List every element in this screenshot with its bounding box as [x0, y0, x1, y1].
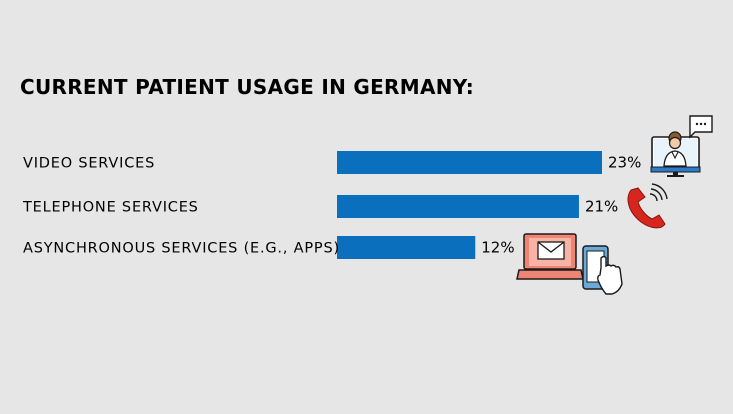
laptop-mail-and-smartphone-icon — [516, 233, 623, 295]
telephone-icon — [627, 183, 668, 229]
category-label-1: TELEPHONE SERVICES — [22, 200, 199, 216]
bar-1 — [337, 195, 579, 218]
category-label-2: ASYNCHRONOUS SERVICES (E.G., APPS) — [23, 241, 340, 257]
bar-2 — [337, 236, 476, 259]
chart-title: CURRENT PATIENT USAGE IN GERMANY: — [20, 75, 474, 99]
value-label-1: 21% — [585, 198, 618, 216]
category-labels: VIDEO SERVICES TELEPHONE SERVICES ASYNCHRO… — [22, 156, 340, 257]
value-label-0: 23% — [608, 154, 641, 172]
category-label-0: VIDEO SERVICES — [23, 156, 155, 172]
bars-group — [337, 151, 602, 259]
value-labels: 23% 21% 12% — [481, 154, 641, 257]
bar-0 — [337, 151, 602, 174]
video-call-icon — [650, 115, 713, 177]
value-label-2: 12% — [481, 239, 514, 257]
